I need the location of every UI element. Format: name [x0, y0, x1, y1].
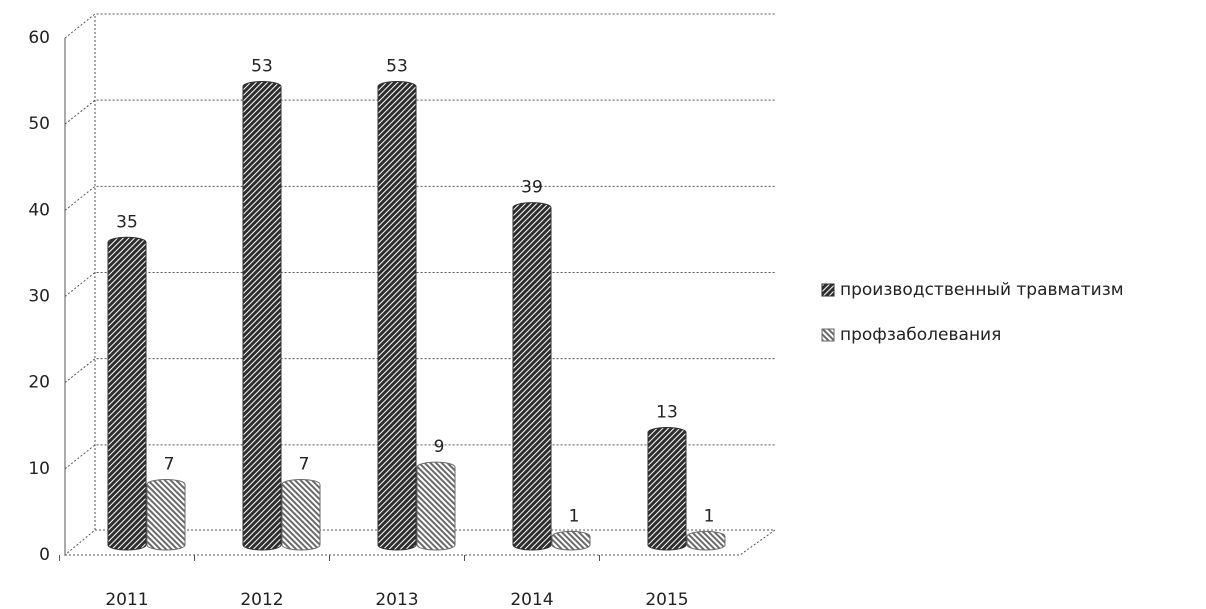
- grid-line: [64, 185, 775, 211]
- data-label: 1: [569, 506, 580, 526]
- y-tick-label: 20: [28, 373, 50, 393]
- data-label: 1: [704, 506, 715, 526]
- data-label: 35: [116, 212, 138, 232]
- bar: [107, 236, 147, 551]
- bar: [512, 202, 552, 551]
- data-label: 53: [386, 57, 408, 77]
- legend-label: профзаболевания: [840, 325, 1001, 345]
- x-tick-label: 2013: [375, 590, 418, 609]
- y-tick-label: 50: [28, 114, 50, 134]
- y-tick-label: 0: [39, 545, 50, 565]
- data-label: 7: [164, 454, 175, 474]
- data-label: 13: [656, 403, 678, 423]
- grid-line: [64, 358, 775, 384]
- grid-line: [64, 99, 775, 125]
- grid-line: [64, 13, 775, 39]
- bar: [377, 81, 417, 551]
- data-label: 53: [251, 57, 273, 77]
- y-tick-label: 10: [28, 459, 50, 479]
- legend-label: производственный травматизм: [840, 280, 1124, 300]
- bar: [686, 530, 726, 551]
- legend-swatch: [821, 328, 835, 342]
- x-tick-label: 2011: [105, 590, 148, 609]
- x-tick-label: 2015: [645, 590, 688, 609]
- bar: [647, 427, 687, 551]
- x-tick-label: 2014: [510, 590, 553, 609]
- y-tick-label: 30: [28, 287, 50, 307]
- bar: [416, 461, 456, 551]
- y-tick-label: 40: [28, 200, 50, 220]
- bar: [242, 81, 282, 551]
- y-tick-label: 60: [28, 28, 50, 48]
- grid-line: [64, 444, 775, 470]
- data-label: 39: [521, 178, 543, 198]
- grid-line: [64, 272, 775, 297]
- data-label: 7: [299, 454, 310, 474]
- data-label: 9: [434, 437, 445, 457]
- bar: [551, 530, 591, 551]
- bar: [146, 478, 186, 551]
- floor: [63, 529, 777, 556]
- bar: [281, 478, 321, 551]
- legend-swatch: [821, 283, 835, 297]
- x-tick-label: 2012: [240, 590, 283, 609]
